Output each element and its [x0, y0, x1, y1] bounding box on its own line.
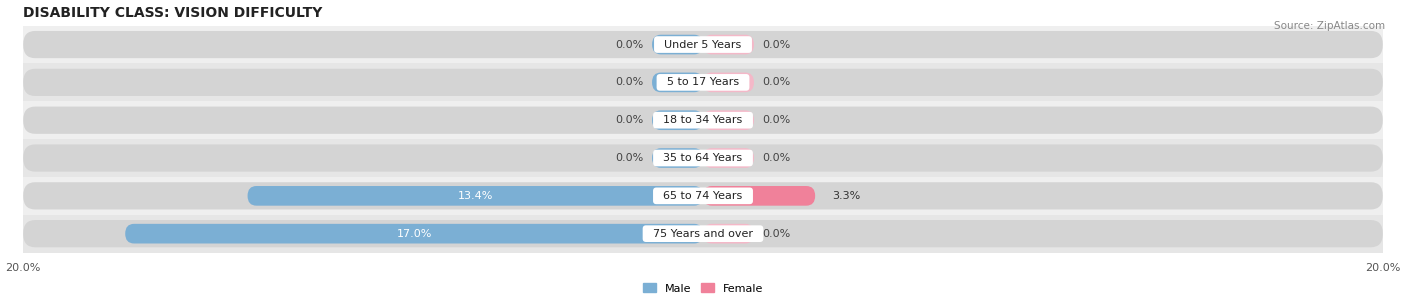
Text: 0.0%: 0.0% — [762, 40, 790, 49]
Text: 18 to 34 Years: 18 to 34 Years — [657, 115, 749, 125]
Text: 0.0%: 0.0% — [616, 77, 644, 87]
Text: 0.0%: 0.0% — [762, 115, 790, 125]
Bar — [24, 139, 1382, 177]
Bar — [24, 215, 1382, 253]
FancyBboxPatch shape — [652, 35, 703, 54]
FancyBboxPatch shape — [24, 144, 1382, 172]
FancyBboxPatch shape — [703, 35, 754, 54]
Text: Source: ZipAtlas.com: Source: ZipAtlas.com — [1274, 21, 1385, 31]
FancyBboxPatch shape — [703, 186, 815, 206]
Text: 17.0%: 17.0% — [396, 229, 432, 239]
Text: 0.0%: 0.0% — [616, 153, 644, 163]
FancyBboxPatch shape — [125, 224, 703, 243]
Text: Under 5 Years: Under 5 Years — [658, 40, 748, 49]
Bar — [24, 26, 1382, 63]
Text: 0.0%: 0.0% — [762, 229, 790, 239]
FancyBboxPatch shape — [703, 110, 754, 130]
Text: 5 to 17 Years: 5 to 17 Years — [659, 77, 747, 87]
FancyBboxPatch shape — [703, 224, 754, 243]
Bar — [24, 101, 1382, 139]
Bar — [24, 177, 1382, 215]
FancyBboxPatch shape — [652, 148, 703, 168]
FancyBboxPatch shape — [24, 106, 1382, 134]
Text: 0.0%: 0.0% — [762, 77, 790, 87]
Text: 35 to 64 Years: 35 to 64 Years — [657, 153, 749, 163]
FancyBboxPatch shape — [24, 182, 1382, 210]
Legend: Male, Female: Male, Female — [638, 279, 768, 298]
FancyBboxPatch shape — [247, 186, 703, 206]
Text: 65 to 74 Years: 65 to 74 Years — [657, 191, 749, 201]
Text: 3.3%: 3.3% — [832, 191, 860, 201]
FancyBboxPatch shape — [703, 148, 754, 168]
FancyBboxPatch shape — [24, 220, 1382, 247]
Bar — [24, 63, 1382, 101]
FancyBboxPatch shape — [24, 31, 1382, 58]
Text: 0.0%: 0.0% — [762, 153, 790, 163]
FancyBboxPatch shape — [24, 69, 1382, 96]
FancyBboxPatch shape — [652, 73, 703, 92]
FancyBboxPatch shape — [652, 110, 703, 130]
Text: 13.4%: 13.4% — [457, 191, 494, 201]
Text: 0.0%: 0.0% — [616, 40, 644, 49]
Text: 0.0%: 0.0% — [616, 115, 644, 125]
Text: 75 Years and over: 75 Years and over — [645, 229, 761, 239]
FancyBboxPatch shape — [703, 73, 754, 92]
Text: DISABILITY CLASS: VISION DIFFICULTY: DISABILITY CLASS: VISION DIFFICULTY — [24, 5, 322, 20]
